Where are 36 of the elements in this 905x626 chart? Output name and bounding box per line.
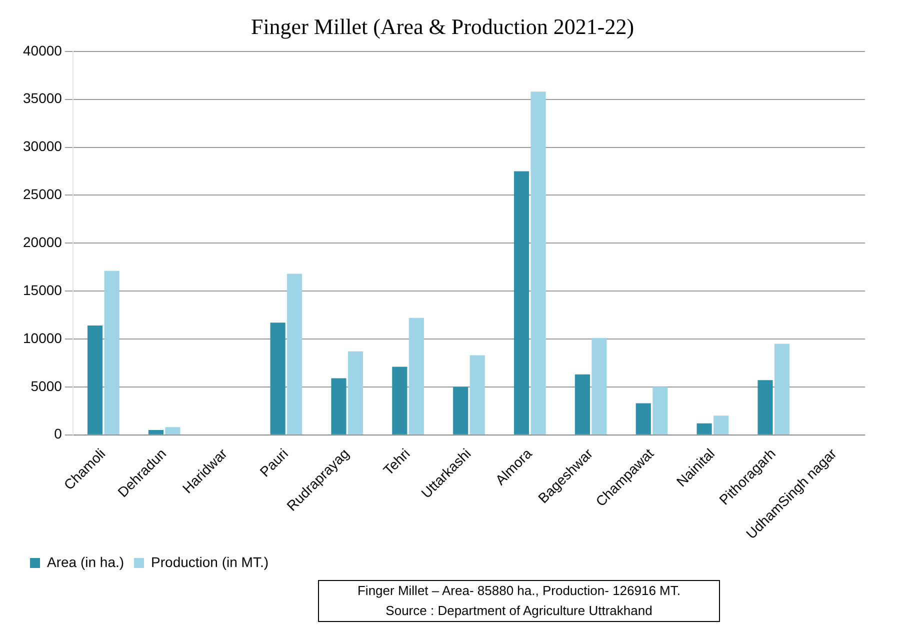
y-tick-label: 10000 bbox=[22, 330, 62, 346]
bar bbox=[148, 430, 164, 434]
text: Finger Millet – Area- 85880 ha., Production- 126916 MT. bbox=[356, 582, 682, 600]
y-tick-label: 5000 bbox=[30, 378, 62, 394]
bar bbox=[104, 270, 120, 434]
bar bbox=[392, 366, 408, 434]
bar bbox=[408, 318, 424, 434]
bar bbox=[453, 386, 468, 434]
bar bbox=[774, 344, 790, 434]
bar bbox=[514, 171, 530, 434]
legend-label: Area (in ha.) bbox=[47, 554, 124, 570]
chart-title: Finger Millet (Area & Production 2021-22) bbox=[250, 14, 634, 39]
bar bbox=[758, 380, 773, 434]
y-tick-label: 0 bbox=[54, 426, 62, 442]
bar bbox=[636, 403, 651, 434]
bar bbox=[652, 386, 668, 434]
y-tick-label: 20000 bbox=[22, 234, 62, 250]
bar bbox=[714, 416, 729, 434]
bar bbox=[165, 427, 180, 434]
bar bbox=[592, 338, 607, 434]
source-note: Source : Department of Agriculture Uttrakhand bbox=[384, 602, 654, 620]
y-tick-label: 40000 bbox=[22, 42, 62, 58]
bar bbox=[287, 274, 302, 434]
bar bbox=[331, 378, 346, 434]
legend-label: Production (in MT.) bbox=[151, 554, 269, 570]
bar bbox=[470, 355, 485, 434]
y-tick-label: 25000 bbox=[22, 186, 62, 202]
y-tick-label: 35000 bbox=[22, 90, 62, 106]
bar bbox=[87, 326, 103, 434]
y-tick-label: 30000 bbox=[22, 138, 62, 154]
y-tick-label: 15000 bbox=[22, 282, 62, 298]
bar bbox=[574, 374, 590, 434]
bar bbox=[270, 322, 286, 434]
bar bbox=[696, 423, 712, 434]
bar bbox=[530, 92, 546, 434]
bar bbox=[348, 351, 364, 434]
